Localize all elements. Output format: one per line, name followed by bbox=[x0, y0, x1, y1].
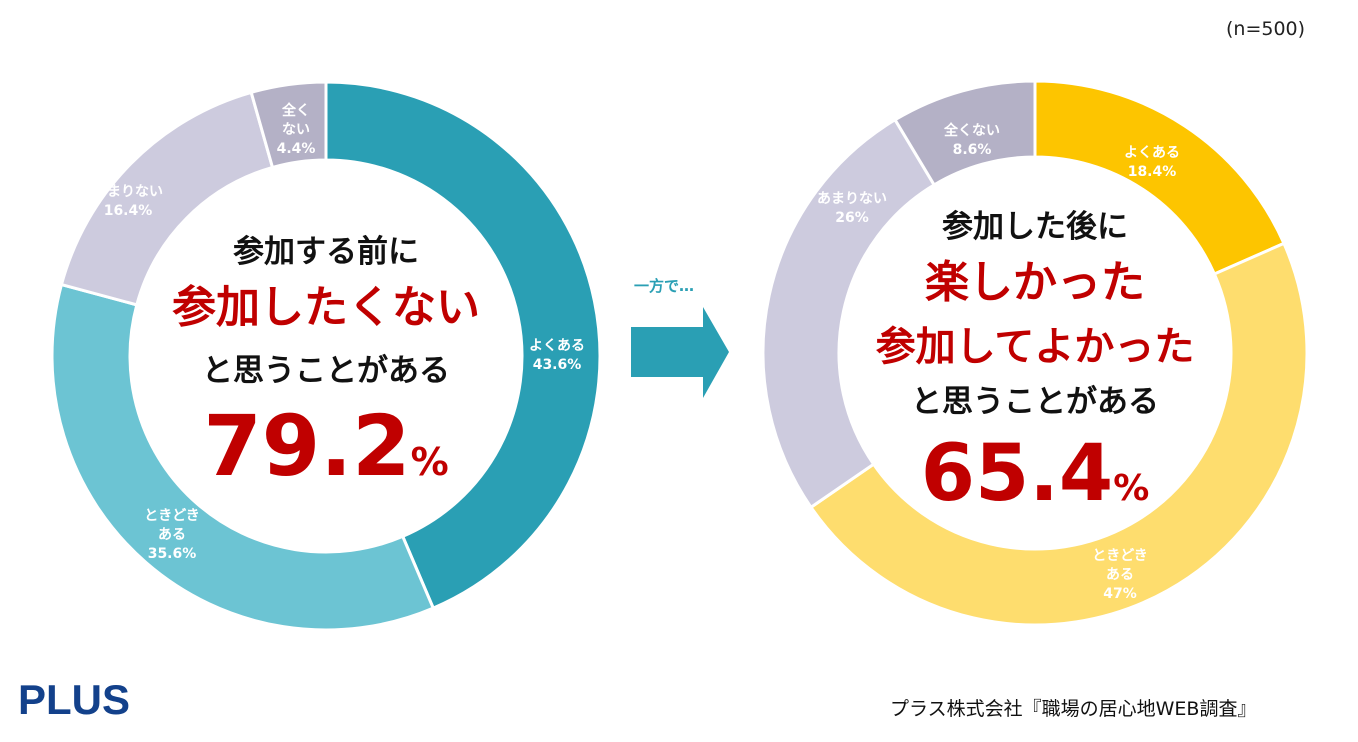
left-slice-value-1: 35.6% bbox=[148, 546, 197, 562]
right-headline-number: 65.4 bbox=[921, 429, 1113, 519]
arrow-caption: 一方で… bbox=[634, 277, 695, 295]
plus-logo: PLUS bbox=[18, 676, 131, 723]
right-slice-label-line-0-0: よくある bbox=[1124, 145, 1180, 161]
left-slice-label-line-0-0: よくある bbox=[529, 338, 585, 354]
right-title-line-4: と思うことがある bbox=[911, 384, 1159, 420]
arrow-shape bbox=[631, 307, 729, 398]
right-slice-value-3: 8.6% bbox=[953, 142, 992, 158]
right-slice-label-line-1-1: ある bbox=[1106, 567, 1134, 583]
right-headline-unit: % bbox=[1113, 468, 1149, 509]
left-slice-value-0: 43.6% bbox=[533, 357, 582, 373]
right-slice-label-line-1-0: ときどき bbox=[1092, 548, 1148, 564]
right-slice-3 bbox=[893, 79, 1037, 187]
left-slice-label-2: あまりない 16.4% bbox=[93, 184, 163, 219]
left-slice-0 bbox=[324, 80, 602, 611]
left-title-line-2: 参加したくない bbox=[172, 282, 480, 333]
left-headline-unit: % bbox=[411, 440, 449, 484]
source-credit: プラス株式会社『職場の居心地WEB調査』 bbox=[890, 698, 1257, 720]
transition-arrow bbox=[631, 307, 729, 398]
right-slice-label-0: よくある 18.4% bbox=[1124, 145, 1180, 180]
right-slice-value-0: 18.4% bbox=[1128, 164, 1177, 180]
left-slice-value-3: 4.4% bbox=[277, 141, 316, 157]
sample-size-label: (n=500) bbox=[1226, 18, 1306, 40]
left-slice-label-3: 全くない 4.4% bbox=[277, 102, 316, 157]
right-center-text: 参加した後に 楽しかった 参加してよかった と思うことがある 65.4% bbox=[876, 209, 1195, 519]
right-slice-label-3: 全くない 8.6% bbox=[943, 122, 1000, 158]
right-donut-slices: よくある 18.4% ときどきある 47% あまりない 26% 全くない 8.6% bbox=[761, 79, 1309, 627]
right-slice-label-line-2-0: あまりない bbox=[817, 191, 887, 207]
left-slice-label-line-3-0: 全く bbox=[281, 102, 310, 119]
right-slice-label-line-3-0: 全くない bbox=[943, 122, 1000, 139]
right-slice-value-1: 47% bbox=[1103, 586, 1137, 602]
left-center-text: 参加する前に 参加したくない と思うことがある 79.2% bbox=[172, 234, 480, 495]
left-slice-value-2: 16.4% bbox=[104, 203, 153, 219]
left-headline-number: 79.2 bbox=[203, 397, 410, 495]
left-slice-label-line-1-0: ときどき bbox=[144, 508, 200, 524]
left-donut-slices: よくある 43.6% ときどきある 35.6% あまりない 16.4% 全くない 4.4% bbox=[50, 80, 602, 632]
right-title-line-3: 参加してよかった bbox=[876, 324, 1195, 370]
right-title-line-2: 楽しかった bbox=[925, 257, 1145, 308]
right-slice-2 bbox=[761, 117, 937, 510]
right-slice-value-2: 26% bbox=[835, 210, 869, 226]
left-headline-value: 79.2% bbox=[203, 397, 448, 495]
left-slice-label-1: ときどきある 35.6% bbox=[144, 508, 200, 562]
left-slice-label-0: よくある 43.6% bbox=[529, 338, 585, 373]
left-slice-3 bbox=[249, 80, 328, 170]
right-headline-value: 65.4% bbox=[921, 429, 1150, 519]
right-slice-label-2: あまりない 26% bbox=[817, 191, 887, 226]
left-slice-label-line-1-1: ある bbox=[158, 527, 186, 543]
left-title-line-3: と思うことがある bbox=[202, 353, 450, 389]
left-title-line-1: 参加する前に bbox=[233, 234, 419, 270]
left-slice-label-line-3-1: ない bbox=[282, 122, 310, 138]
left-slice-1 bbox=[50, 282, 436, 632]
right-title-line-1: 参加した後に bbox=[942, 209, 1128, 245]
left-slice-label-line-2-0: あまりない bbox=[93, 184, 163, 200]
right-slice-label-1: ときどきある 47% bbox=[1092, 548, 1148, 602]
right-slice-1 bbox=[808, 241, 1309, 627]
